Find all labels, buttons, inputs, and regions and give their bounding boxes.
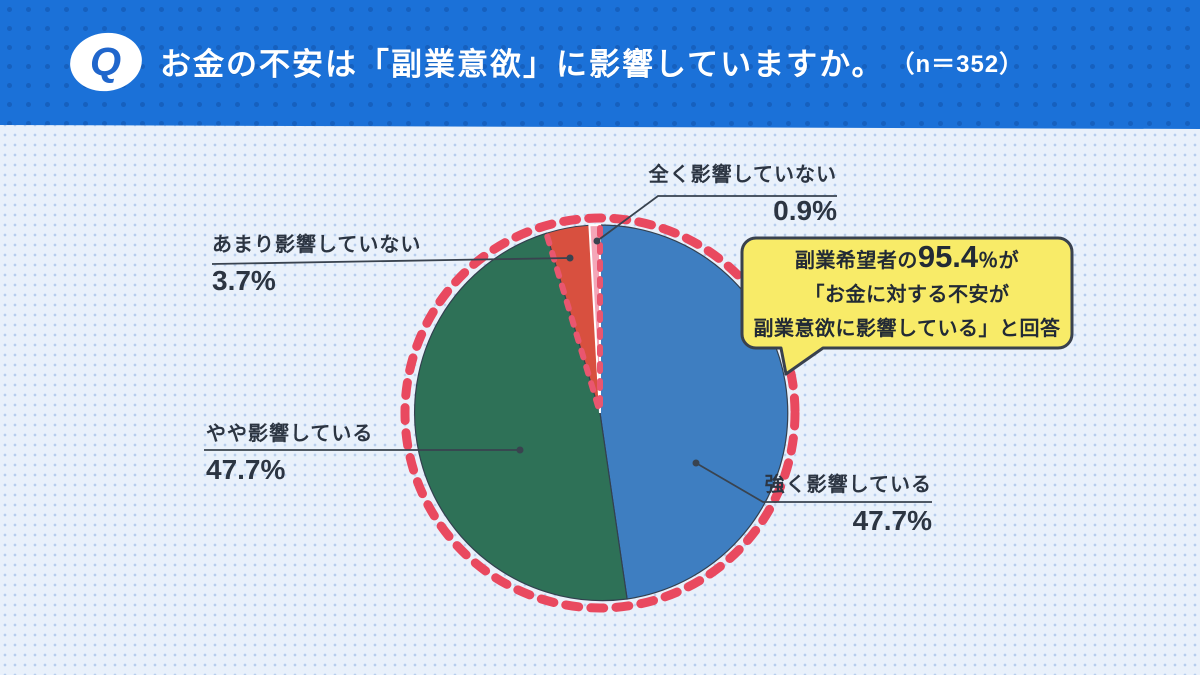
label-not-affecting-value: 0.9%: [773, 195, 837, 226]
label-strongly-affecting-name: 強く影響している: [764, 474, 932, 496]
label-not-affecting: 全く影響していない 0.9%: [649, 163, 837, 226]
label-somewhat-affecting-name: やや影響している: [206, 423, 374, 445]
leader-dot-strongly-affecting: [692, 459, 700, 467]
label-little-affecting-value: 3.7%: [212, 265, 276, 296]
callout-bubble: [740, 236, 1074, 376]
callout-line3: 副業意欲に影響している」と回答: [753, 318, 1061, 340]
label-strongly-affecting: 強く影響している 47.7%: [765, 473, 932, 536]
label-somewhat-affecting-value: 47.7%: [206, 454, 286, 485]
header-band: Q お金の不安は「副業意欲」に影響していますか。 （n＝352）: [0, 0, 1200, 129]
page-title: お金の不安は「副業意欲」に影響していますか。: [160, 46, 885, 82]
callout-annotation: 副業希望者の95.4％が 「お金に対する不安が 副業意欲に影響している」と回答: [742, 240, 1072, 345]
leader-dot-little-affecting: [566, 254, 574, 262]
label-little-affecting-name: あまり影響していない: [212, 234, 422, 256]
leader-dot-somewhat-affecting: [516, 446, 524, 454]
pie-slice-somewhat-affecting: [414, 232, 628, 602]
callout-line1-prefix: 副業希望者の: [794, 250, 918, 272]
sample-size: （n＝352）: [890, 50, 1025, 78]
callout-line1-value: 95.4: [917, 239, 979, 274]
callout-line2: 「お金に対する不安が: [804, 284, 1010, 306]
label-not-affecting-name: 全く影響していない: [648, 164, 837, 186]
label-little-affecting: あまり影響していない 3.7%: [212, 233, 421, 296]
label-strongly-affecting-value: 47.7%: [852, 505, 932, 536]
header-title-row: お金の不安は「副業意欲」に影響していますか。 （n＝352）: [160, 0, 1024, 122]
highlight-ring: [400, 213, 800, 613]
highlight-radial-left: [544, 233, 602, 411]
leader-line-not-affecting: [596, 195, 837, 242]
callout-line1: 副業希望者の95.4％が: [795, 240, 1019, 278]
leader-dot-not-affecting: [593, 237, 601, 245]
leader-line-little-affecting: [211, 257, 571, 265]
label-somewhat-affecting: やや影響している 47.7%: [206, 422, 373, 485]
leader-line-strongly-affecting: [695, 462, 932, 503]
callout-line1-suffix: ％が: [978, 250, 1020, 272]
